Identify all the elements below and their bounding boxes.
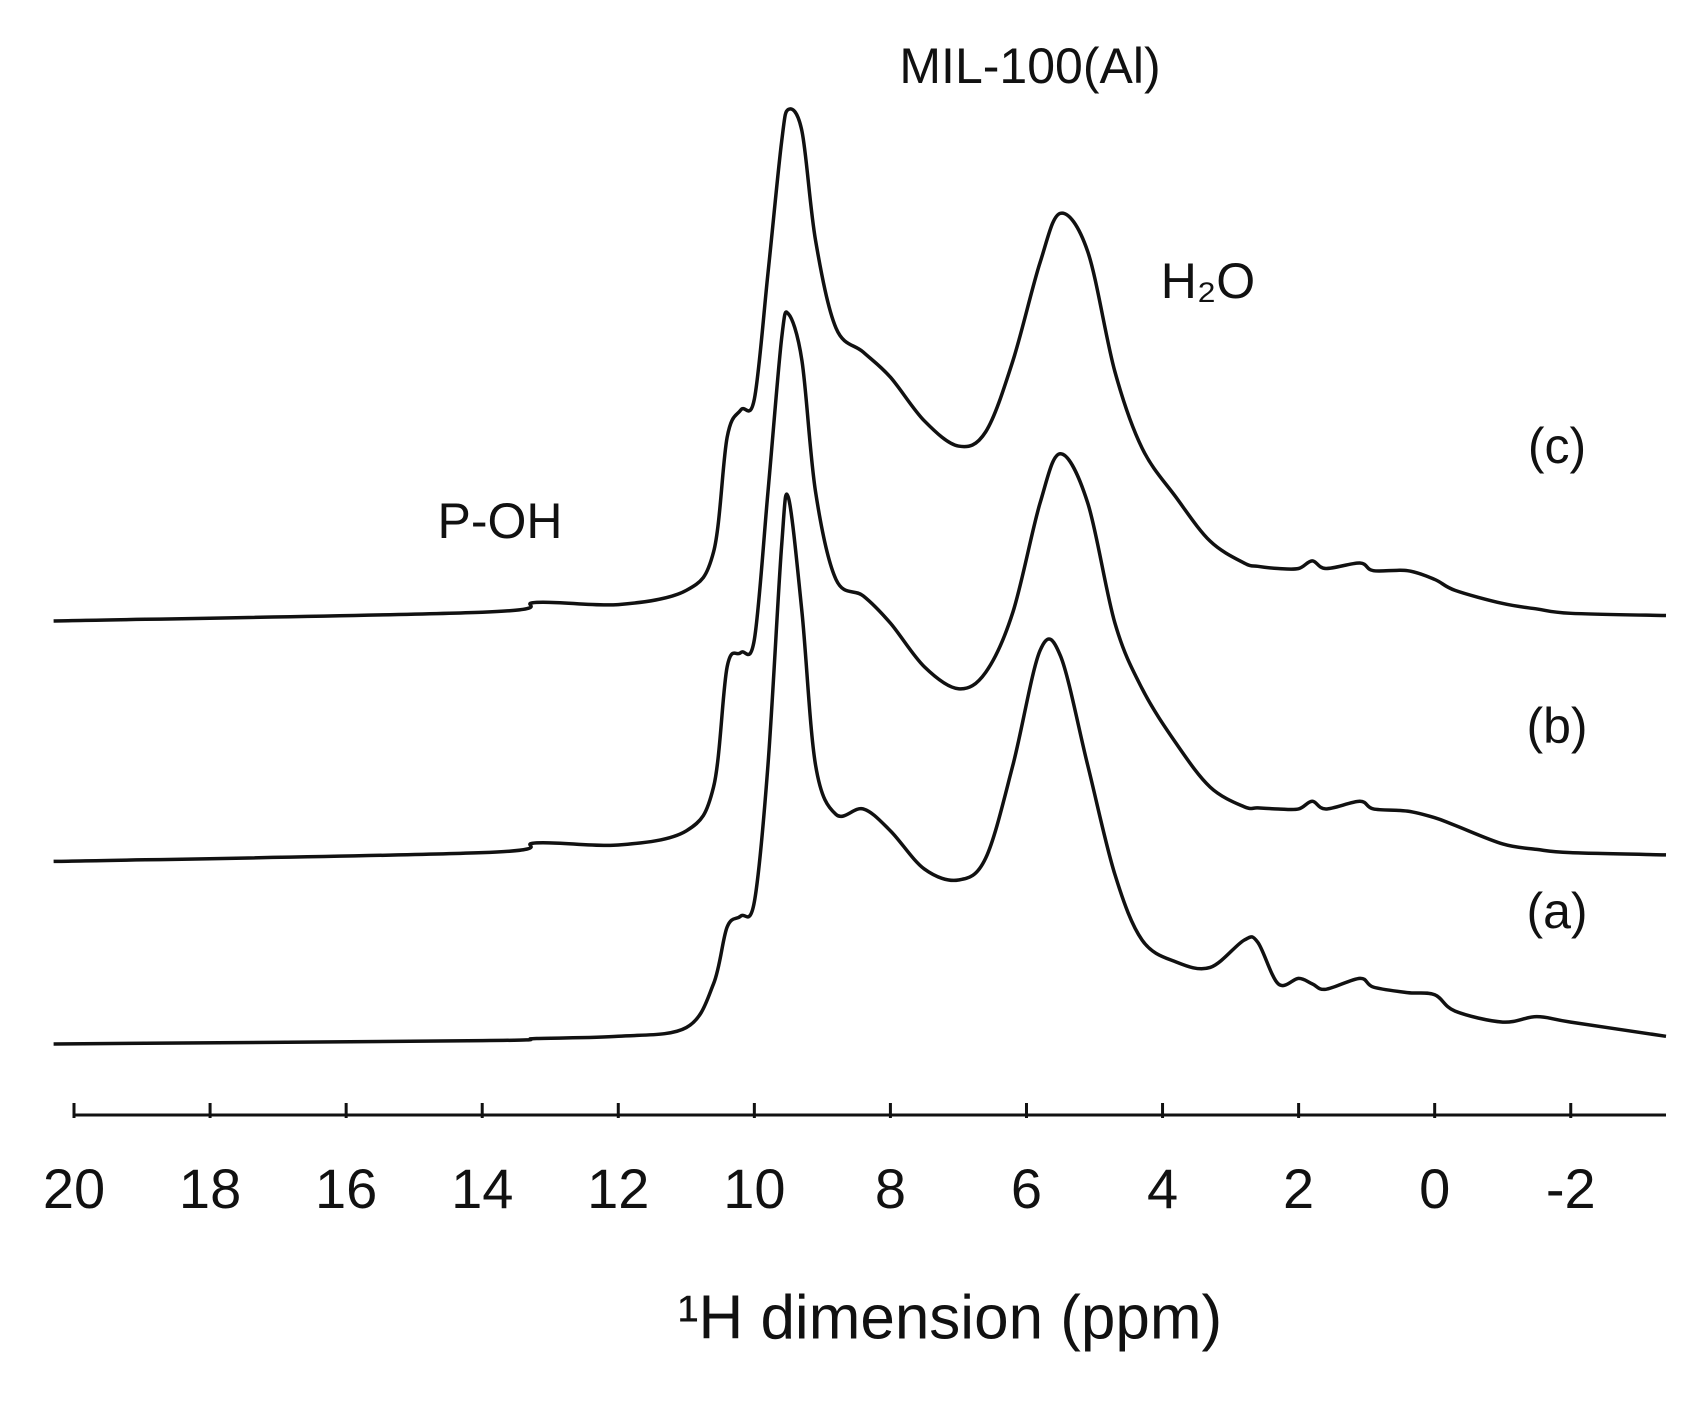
series-label: (a) [1526,883,1587,939]
spectrum-line [53,107,1667,623]
spectrum-line [53,310,1667,864]
annotation: H₂O [1161,253,1255,309]
x-tick-label: 10 [723,1157,785,1220]
x-tick-label: -2 [1546,1157,1596,1220]
x-tick-label: 4 [1147,1157,1178,1220]
annotation: P-OH [438,493,563,549]
annotation: MIL-100(Al) [899,38,1160,94]
x-tick-label: 20 [43,1157,105,1220]
x-tick-label: 18 [179,1157,241,1220]
series-label: (c) [1528,418,1586,474]
x-tick-label: 6 [1011,1157,1042,1220]
x-tick-label: 8 [875,1157,906,1220]
x-tick-label: 16 [315,1157,377,1220]
x-tick-label: 12 [587,1157,649,1220]
x-tick-label: 2 [1283,1157,1314,1220]
x-tick-label: 0 [1419,1157,1450,1220]
series-label: (b) [1526,698,1587,754]
spectrum-line [53,492,1667,1046]
x-axis-title: ¹H dimension (ppm) [678,1283,1222,1352]
x-tick-label: 14 [451,1157,513,1220]
